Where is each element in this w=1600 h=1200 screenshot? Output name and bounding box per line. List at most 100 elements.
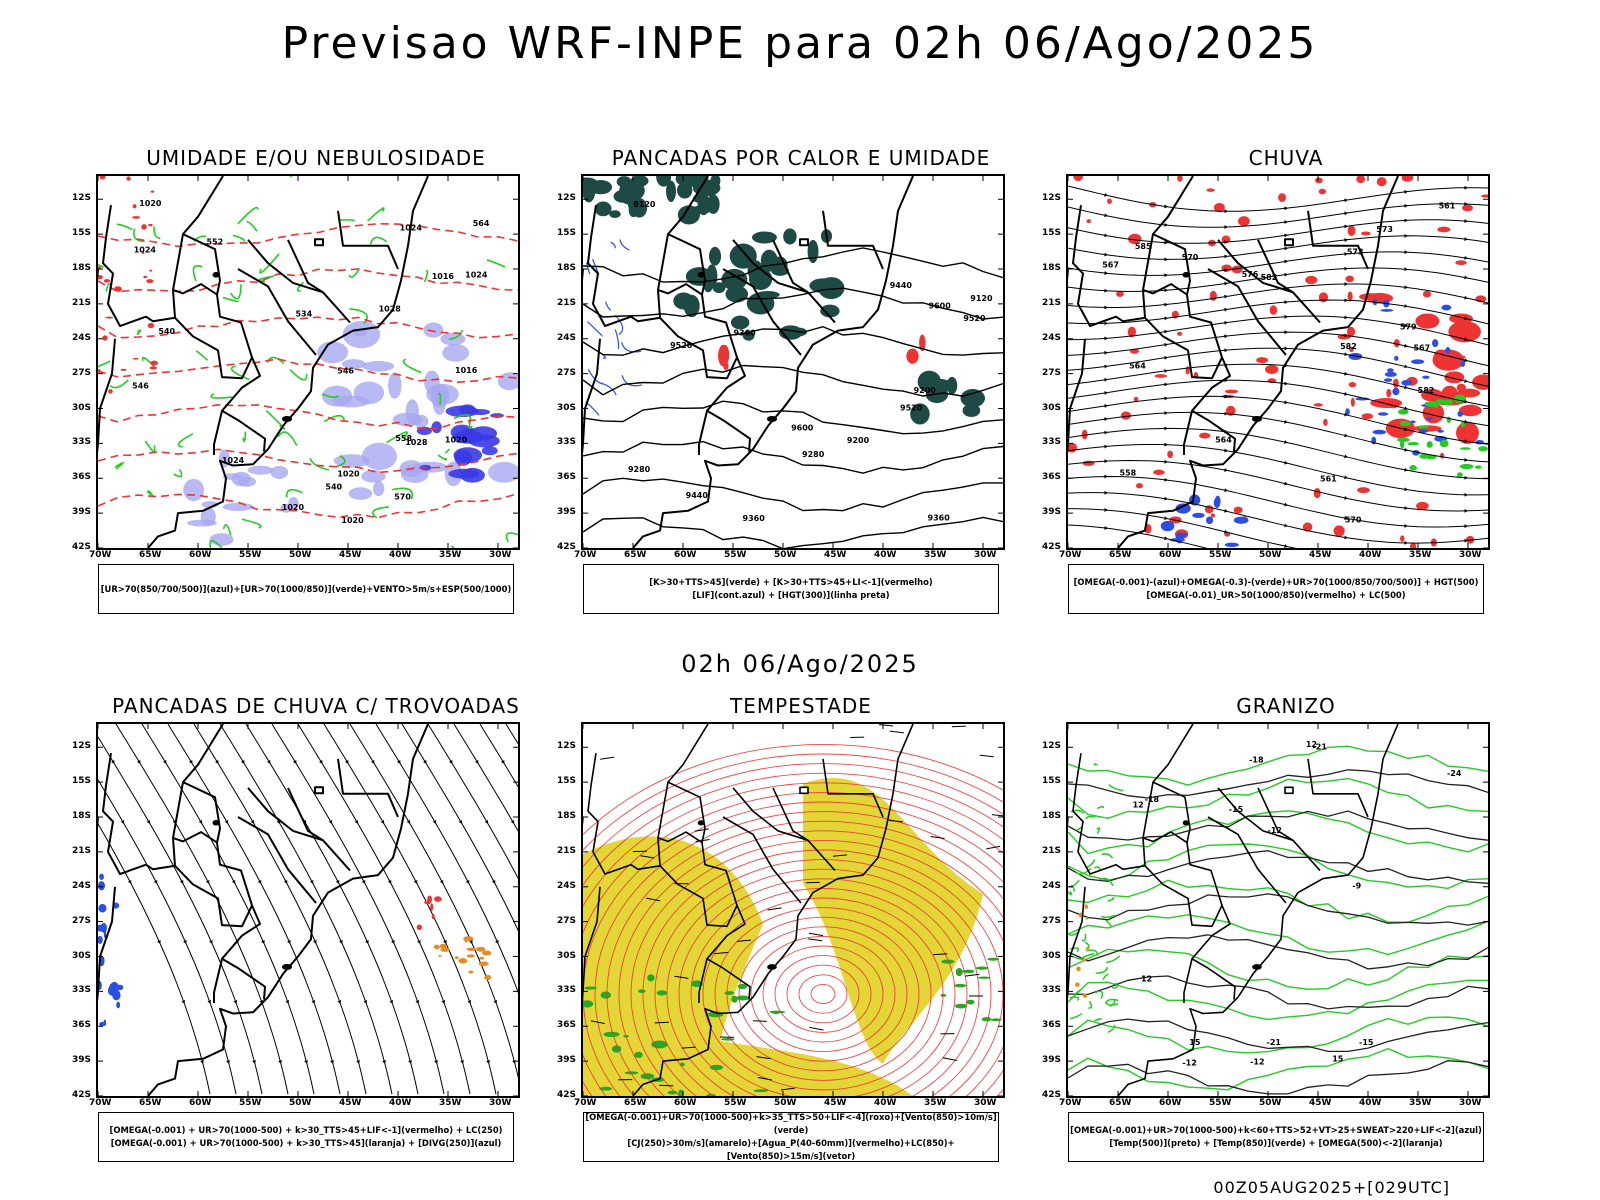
lon-tick-label: 45W [1309, 1098, 1332, 1108]
lat-tick-label: 39S [1042, 1055, 1062, 1066]
lat-tick-label: 24S [1042, 332, 1062, 343]
lat-tick-label: 36S [557, 1020, 577, 1031]
contour-label: 585 [1135, 242, 1152, 251]
contour-label: 1028 [405, 438, 428, 447]
lat-tick-label: 39S [557, 1055, 577, 1066]
lat-tick-label: 24S [1042, 880, 1062, 891]
contour-label: 570 [394, 492, 411, 501]
lat-tick-label: 42S [557, 1090, 577, 1100]
panel-granizo: GRANIZO -9 -12 -12 -12 -15 -15 -18 -18 -21 -21 -24… [1042, 694, 1506, 1194]
map-area: 582 585 582 582 579 576 573 570 567 564 561 558 561 5… [1066, 174, 1490, 550]
lat-tick-label: 39S [557, 507, 577, 518]
contour-label: -18 [1145, 795, 1160, 804]
lon-tick-label: 40W [874, 550, 897, 560]
lat-tick-label: 30S [72, 402, 92, 413]
lon-tick-label: 45W [824, 1098, 847, 1108]
contour-label: 570 [1182, 253, 1199, 262]
lat-tick-label: 15S [72, 228, 92, 239]
lon-tick-label: 55W [724, 550, 747, 560]
lat-tick-label: 24S [557, 332, 577, 343]
panel-title: PANCADAS DE CHUVA C/ TROVOADAS [112, 694, 520, 718]
map-area: 9600 9600 9520 9520 9440 9520 9440 9360 9360 9280… [581, 174, 1005, 550]
lon-tick-label: 35W [439, 550, 462, 560]
lon-tick-label: 70W [1059, 1098, 1082, 1108]
contour-label: -12 [1268, 826, 1282, 835]
lon-tick-label: 40W [389, 550, 412, 560]
lat-tick-label: 36S [72, 1020, 92, 1031]
contour-label: 1016 [455, 366, 478, 375]
lat-tick-label: 24S [72, 332, 92, 343]
lon-tick-label: 35W [1409, 1098, 1432, 1108]
legend-line-1: [OMEGA(-0.001)+UR>70(1000-500)+k>35_TTS>… [585, 1112, 997, 1135]
lon-tick-label: 60W [674, 1098, 697, 1108]
legend-box: [K>30+TTS>45](verde) + [K>30+TTS>45+LI<-… [583, 564, 999, 614]
contour-label: 582 [1261, 273, 1278, 282]
lon-tick-label: 30W [974, 550, 997, 560]
run-timestamp: 00Z05AUG2025+[029UTC] [1213, 1178, 1450, 1197]
lat-tick-label: 36S [1042, 472, 1062, 483]
contour-label: 1020 [139, 199, 162, 208]
legend-line-2: [OMEGA(-0.01)_UR>50(1000/850)(vermelho) … [1146, 590, 1406, 600]
contour-label: 9520 [670, 341, 693, 350]
lon-tick-label: 70W [89, 550, 112, 560]
contour-label: 1024 [465, 270, 488, 279]
lat-tick-label: 21S [1042, 845, 1062, 856]
lon-tick-label: 30W [489, 1098, 512, 1108]
contour-label: 12 [1141, 974, 1152, 983]
map-area: -9 -12 -12 -12 -15 -15 -18 -18 -21 -21 -24 12 12 12 15… [1066, 722, 1490, 1098]
lat-tick-label: 27S [557, 915, 577, 926]
lat-tick-label: 39S [72, 507, 92, 518]
contour-label: 1024 [222, 456, 245, 465]
lat-tick-label: 33S [1042, 437, 1062, 448]
lat-tick-label: 30S [557, 950, 577, 961]
lon-tick-label: 65W [624, 1098, 647, 1108]
contour-label: 9120 [970, 294, 993, 303]
lat-tick-label: 33S [557, 437, 577, 448]
lat-tick-label: 12S [1042, 193, 1062, 204]
lat-tick-label: 27S [557, 367, 577, 378]
contour-label: 579 [1400, 322, 1417, 331]
lon-tick-label: 50W [774, 1098, 797, 1108]
contour-label: 573 [1347, 247, 1364, 256]
contour-label: 9120 [633, 200, 656, 209]
contour-label: 582 [1340, 342, 1357, 351]
lat-tick-label: 15S [1042, 228, 1062, 239]
contour-label: 9440 [686, 491, 709, 500]
panel-title: TEMPESTADE [730, 694, 872, 718]
contour-label: 570 [1345, 516, 1362, 525]
lat-tick-label: 15S [72, 776, 92, 787]
panel-title: CHUVA [1248, 146, 1324, 170]
contour-label: 561 [1439, 202, 1456, 211]
lon-tick-label: 65W [1109, 1098, 1132, 1108]
contour-label: 9360 [733, 329, 756, 338]
lon-tick-label: 55W [724, 1098, 747, 1108]
lon-tick-label: 30W [489, 550, 512, 560]
contour-label: 9440 [890, 281, 913, 290]
lon-tick-label: 60W [189, 1098, 212, 1108]
forecast-time-title: 02h 06/Ago/2025 [681, 650, 919, 678]
panel-pancadas-calor: PANCADAS POR CALOR E UMIDADE 9600 9600 952… [557, 146, 1021, 646]
contour-label: 15 [1332, 1054, 1344, 1063]
lat-tick-label: 39S [72, 1055, 92, 1066]
lon-tick-label: 55W [239, 1098, 262, 1108]
contour-label: 540 [158, 327, 175, 336]
contour-label: -15 [1359, 1038, 1374, 1047]
contour-label: 558 [395, 434, 412, 443]
legend-box: [OMEGA(-0.001) + UR>70(1000-500) + k>30_… [98, 1112, 514, 1162]
map-svg: 9600 9600 9520 9520 9440 9520 9440 9360 9360 9280… [583, 176, 1003, 548]
lon-tick-label: 70W [1059, 550, 1082, 560]
lat-tick-label: 27S [72, 367, 92, 378]
map-area: 1016 1016 1020 1020 1020 1020 1024 1024 1024 1028… [96, 174, 520, 550]
panel-title: UMIDADE E/OU NEBULOSIDADE [146, 146, 486, 170]
lon-tick-label: 55W [1209, 550, 1232, 560]
legend-line-1: [K>30+TTS>45](verde) + [K>30+TTS>45+LI<-… [649, 577, 933, 587]
contour-label: 9600 [791, 423, 814, 432]
contour-label: 567 [1102, 261, 1119, 270]
lon-tick-label: 50W [774, 550, 797, 560]
lat-tick-label: 30S [1042, 402, 1062, 413]
legend-line-1: [OMEGA(-0.001)-(azul)+OMEGA(-0.3)-(verde… [1073, 577, 1479, 587]
lat-tick-label: 42S [72, 1090, 92, 1100]
contour-label: 540 [325, 483, 342, 492]
contour-label: -9 [1352, 882, 1361, 891]
lat-tick-label: 18S [72, 263, 92, 273]
